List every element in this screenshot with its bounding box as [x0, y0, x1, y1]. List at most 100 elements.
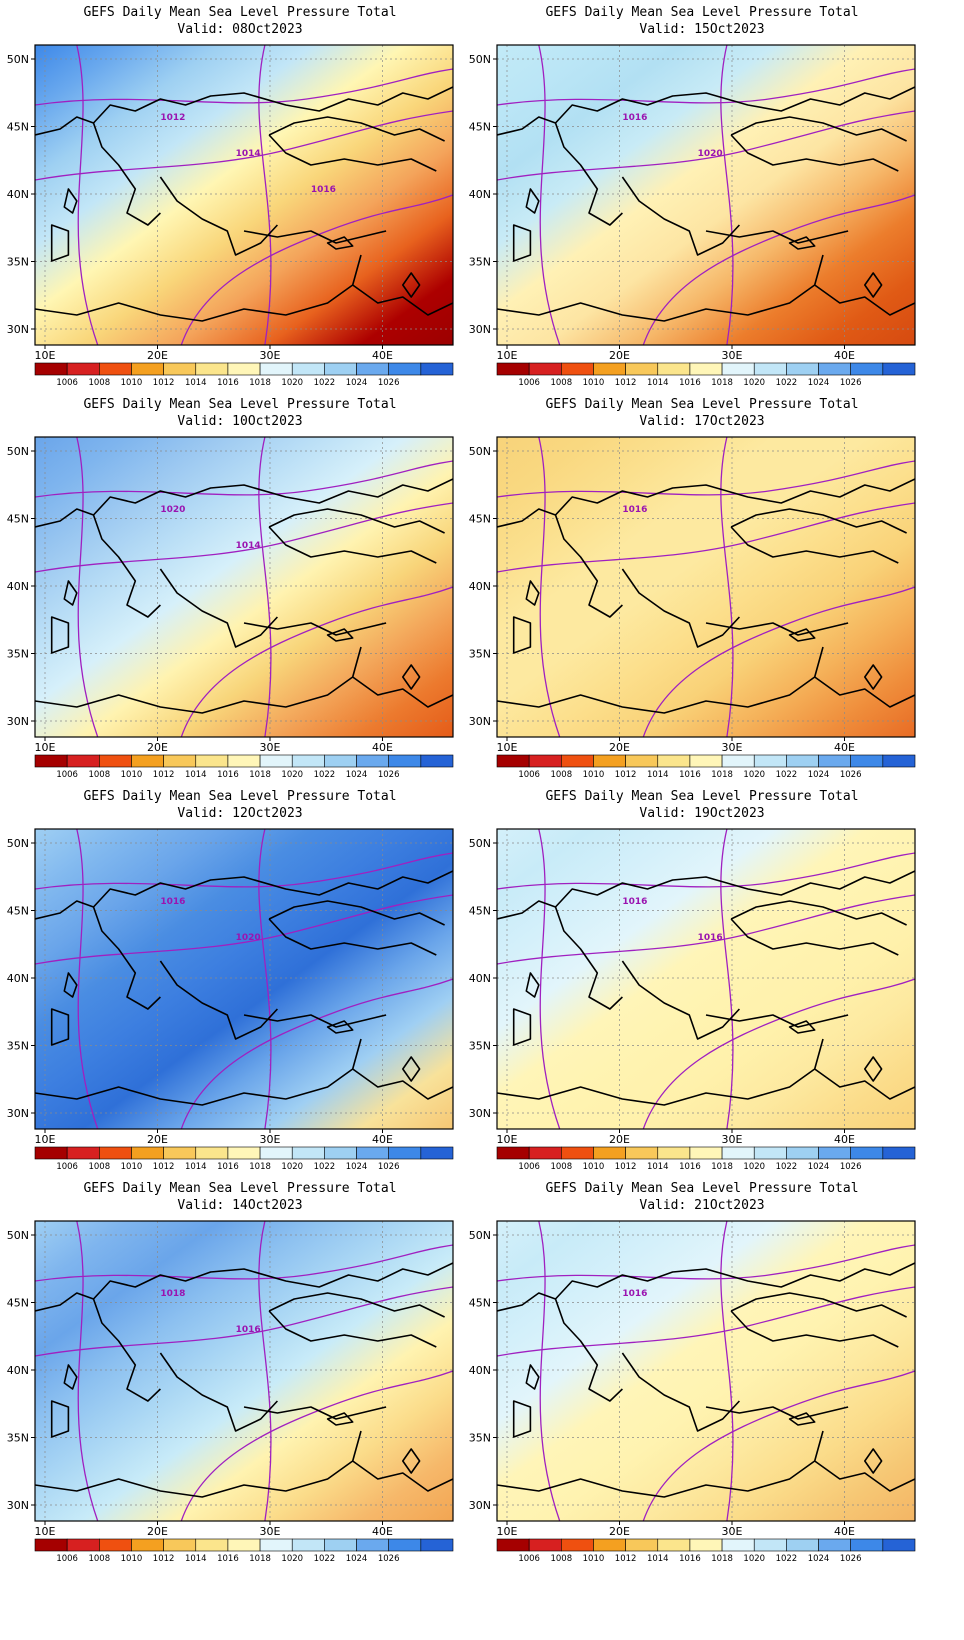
coastline-border	[35, 1430, 362, 1498]
colorbar-swatch	[496, 1146, 530, 1160]
pressure-map: 1016 1020 50N 45N 40N 35N 30N 10E 20E 30E 40E 1006 1…	[7, 828, 454, 1172]
x-tick-label: 20E	[147, 349, 168, 362]
coastline-border	[159, 568, 278, 648]
map-panel-21oct: 1016 50N 45N 40N 35N 30N 10E 20E 30E 40E 1006 1008 1…	[462, 1176, 942, 1586]
colorbar-swatch	[593, 362, 626, 376]
coastline-border	[352, 284, 453, 316]
colorbar-label: 1024	[808, 770, 830, 780]
panel-valid-date: Valid: 15Oct2023	[639, 22, 765, 37]
colorbar-swatch	[561, 362, 594, 376]
isobar-contour	[642, 586, 915, 737]
x-tick-label: 40E	[834, 349, 855, 362]
colorbar-swatch	[291, 1146, 325, 1160]
y-tick-label: 50N	[7, 53, 29, 66]
y-tick-label: 50N	[7, 1229, 29, 1242]
coastline-border	[730, 1292, 907, 1318]
colorbar-label: 1018	[711, 1554, 733, 1564]
colorbar-swatch	[818, 1538, 851, 1552]
contour-label: 1016	[698, 933, 723, 943]
colorbar-swatch	[657, 1146, 691, 1160]
colorbar-swatch	[721, 1538, 755, 1552]
coastline-border	[497, 870, 915, 920]
coastline-border	[268, 116, 445, 142]
colorbar-label: 1018	[249, 1554, 271, 1564]
colorbar-swatch	[657, 362, 691, 376]
colorbar-swatch	[528, 1538, 562, 1552]
colorbar-swatch	[66, 1538, 100, 1552]
isobar-contour	[538, 1221, 561, 1521]
isobar-contour	[497, 1244, 915, 1282]
coastline-border	[35, 1038, 362, 1106]
colorbar-swatch	[195, 362, 229, 376]
colorbar-swatch	[195, 1146, 229, 1160]
panel-title: GEFS Daily Mean Sea Level Pressure Total	[83, 5, 397, 20]
coastline-border	[402, 1056, 421, 1082]
colorbar-swatch	[99, 1538, 132, 1552]
isobar-contour	[35, 110, 453, 181]
coastline-border	[243, 230, 387, 244]
colorbar-swatch	[496, 1538, 530, 1552]
panel-valid-date: Valid: 17Oct2023	[639, 414, 765, 429]
colorbar-swatch	[99, 362, 132, 376]
map-panel-14oct: 1018 1016 50N 45N 40N 35N 30N 10E 20E 30E 40E 1006 1…	[0, 1176, 480, 1586]
colorbar-label: 1014	[647, 1162, 669, 1172]
x-tick-label: 40E	[834, 741, 855, 754]
coastline-border	[35, 86, 453, 136]
y-tick-label: 35N	[7, 1432, 29, 1445]
colorbar-swatch	[818, 362, 851, 376]
colorbar-label: 1008	[88, 378, 110, 388]
coastline-border	[268, 918, 437, 956]
colorbar-label: 1020	[281, 378, 303, 388]
x-tick-label: 30E	[722, 1525, 743, 1538]
colorbar-swatch	[625, 1538, 659, 1552]
colorbar-label: 1006	[56, 1554, 78, 1564]
panel-valid-date: Valid: 19Oct2023	[639, 806, 765, 821]
y-tick-label: 30N	[7, 1107, 29, 1120]
colorbar-swatch	[496, 754, 530, 768]
colorbar-label: 1022	[314, 770, 336, 780]
colorbar-swatch	[388, 754, 422, 768]
colorbar-swatch	[753, 1538, 787, 1552]
coastline-border	[864, 1448, 883, 1474]
coastline-border	[326, 236, 354, 250]
x-tick-label: 10E	[497, 349, 518, 362]
y-tick-label: 45N	[469, 905, 491, 918]
colorbar-swatch	[420, 754, 454, 768]
coastline-border	[512, 1008, 532, 1046]
colorbar-swatch	[324, 1146, 357, 1160]
isobar-contour	[180, 586, 453, 737]
coastline-border	[50, 1008, 70, 1046]
colorbar-label: 1016	[679, 378, 701, 388]
colorbar-label: 1016	[217, 1162, 239, 1172]
y-tick-label: 35N	[7, 1040, 29, 1053]
isobar-contour	[76, 437, 99, 737]
x-tick-label: 10E	[35, 1525, 56, 1538]
colorbar-label: 1022	[776, 770, 798, 780]
colorbar-label: 1010	[121, 1554, 143, 1564]
colorbar-swatch	[882, 1146, 916, 1160]
coastline-border	[788, 236, 816, 250]
colorbar-swatch	[561, 1146, 594, 1160]
pressure-field	[35, 45, 453, 345]
colorbar-swatch	[259, 1538, 293, 1552]
x-tick-label: 10E	[35, 349, 56, 362]
x-tick-label: 20E	[147, 1133, 168, 1146]
colorbar-swatch	[66, 362, 100, 376]
pressure-map: 1018 1016 50N 45N 40N 35N 30N 10E 20E 30E 40E 1006 1…	[7, 1220, 454, 1564]
colorbar-label: 1006	[518, 1554, 540, 1564]
coastline-border	[159, 1352, 278, 1432]
colorbar-swatch	[818, 754, 851, 768]
panel-title: GEFS Daily Mean Sea Level Pressure Total	[545, 5, 859, 20]
colorbar-swatch	[818, 1146, 851, 1160]
colorbar-swatch	[356, 1146, 389, 1160]
y-tick-label: 50N	[469, 1229, 491, 1242]
colorbar-label: 1016	[679, 1162, 701, 1172]
colorbar-label: 1008	[88, 1554, 110, 1564]
coastline-border	[525, 972, 540, 998]
panel-title: GEFS Daily Mean Sea Level Pressure Total	[83, 1181, 397, 1196]
map-frame	[34, 436, 454, 738]
pressure-map: 1016 50N 45N 40N 35N 30N 10E 20E 30E 40E 1006 1008 1…	[469, 436, 916, 780]
isobar-contour	[720, 437, 734, 737]
colorbar-swatch	[625, 1146, 659, 1160]
colorbar-swatch	[34, 362, 68, 376]
